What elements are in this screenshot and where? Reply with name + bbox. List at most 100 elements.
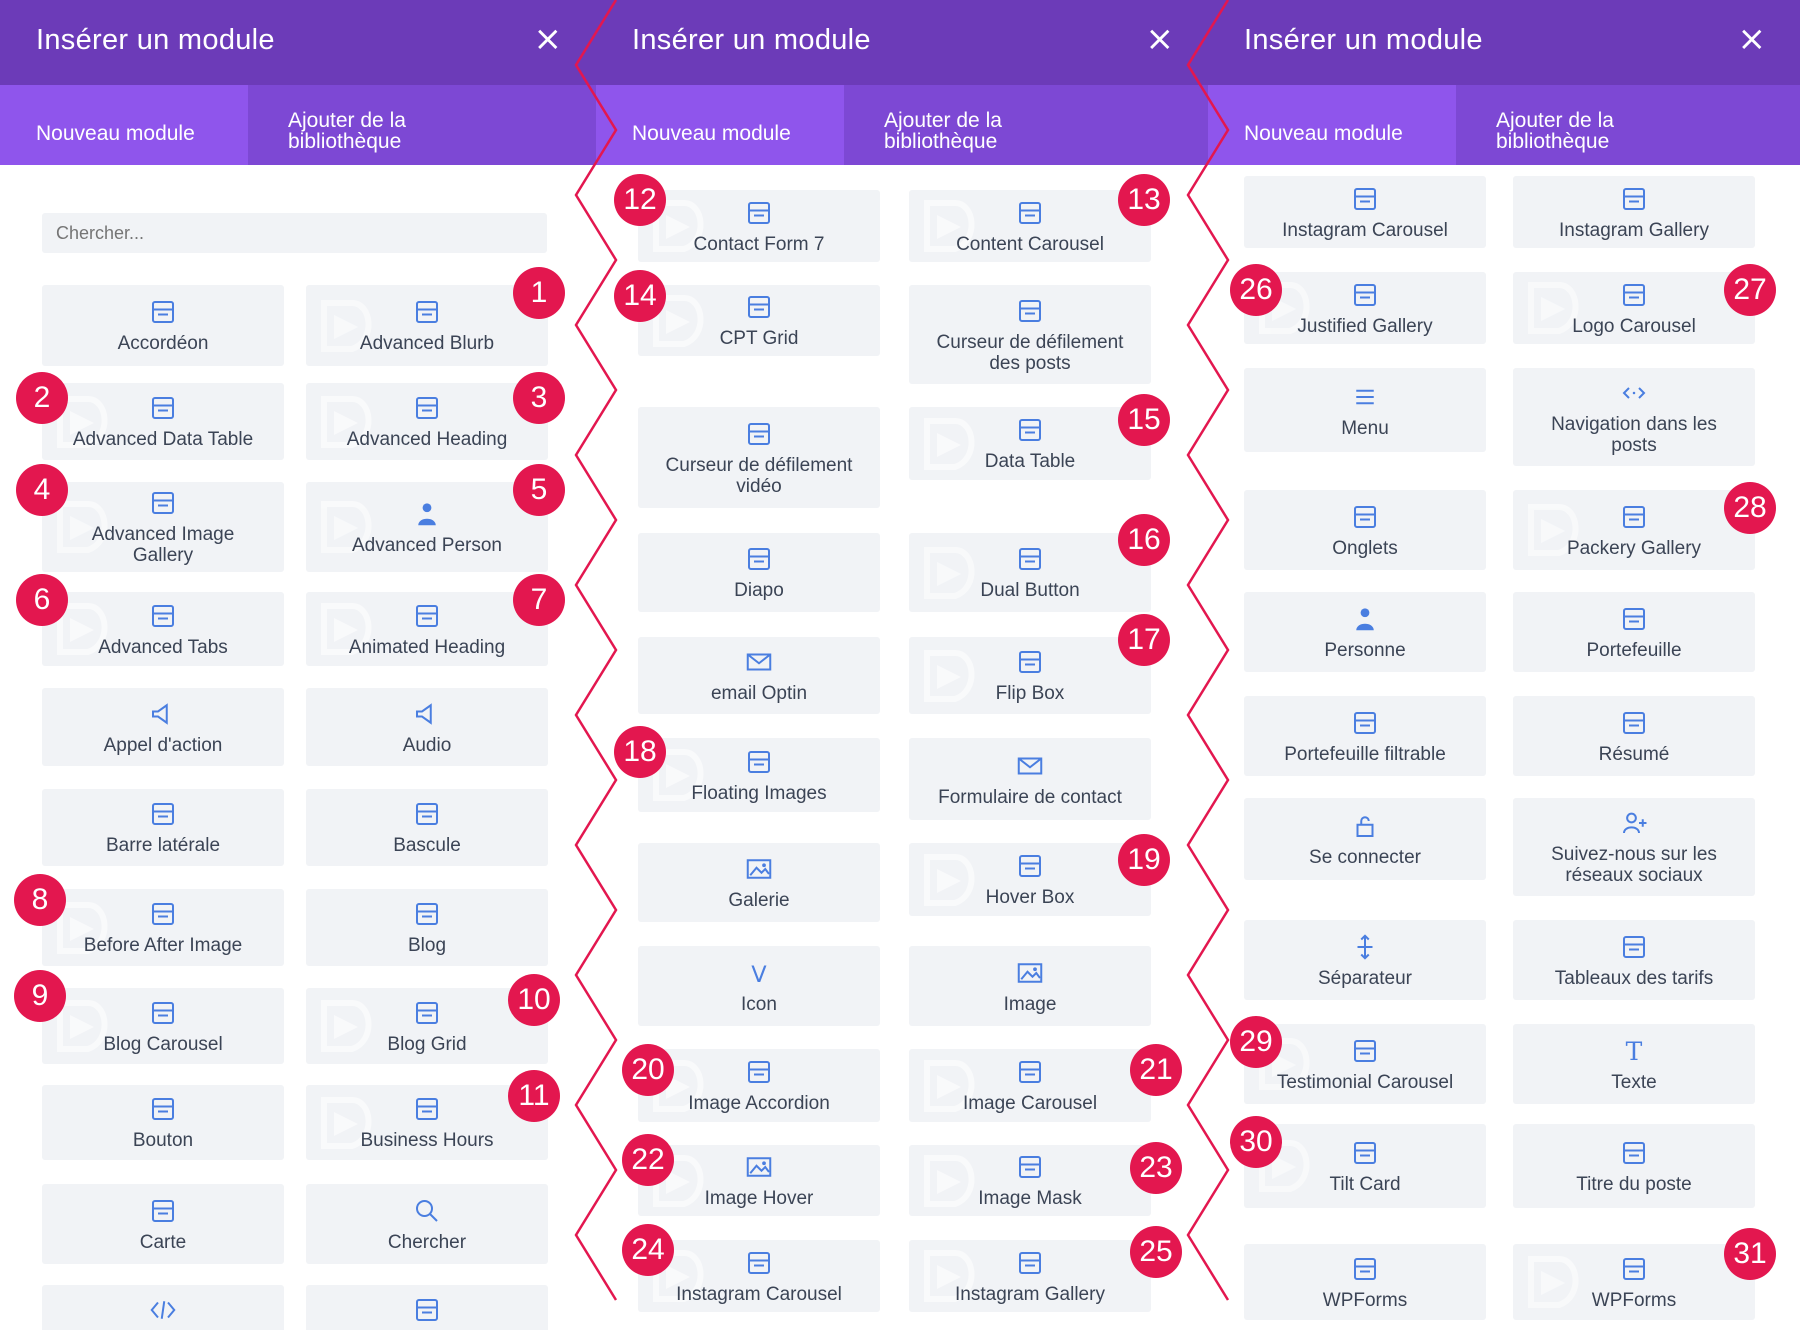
panel-header: Insérer un module × (0, 0, 596, 85)
tab-add-from-library[interactable]: Ajouter de la bibliothèque (288, 85, 478, 171)
module-tile[interactable]: Chercher (306, 1184, 548, 1264)
module-tile[interactable]: Barre latérale (42, 789, 284, 866)
module-tile[interactable]: Image Carousel (909, 1049, 1151, 1122)
module-tile[interactable]: Suivez-nous sur les réseaux sociaux (1513, 798, 1755, 896)
module-tile[interactable]: Business Hours (306, 1085, 548, 1160)
module-tile[interactable]: Image (909, 946, 1151, 1026)
close-icon[interactable]: × (533, 19, 563, 59)
search-input[interactable] (42, 213, 547, 253)
module-tile[interactable]: Advanced Heading (306, 383, 548, 460)
module-tile[interactable]: Logo Carousel (1513, 272, 1755, 344)
module-tile[interactable]: Data Table (909, 407, 1151, 480)
module-tile[interactable]: Audio (306, 688, 548, 766)
module-tile[interactable]: Bascule (306, 789, 548, 866)
close-icon[interactable]: × (1145, 19, 1175, 59)
module-tile[interactable]: Image Hover (638, 1145, 880, 1216)
module-tile[interactable]: Floating Images (638, 738, 880, 812)
tab-bar: Nouveau module Ajouter de la bibliothèque (1208, 85, 1800, 165)
module-tile[interactable]: Instagram Carousel (638, 1240, 880, 1312)
module-tile[interactable]: V Icon (638, 946, 880, 1026)
module-tile[interactable]: Instagram Gallery (909, 1240, 1151, 1312)
number-badge: 29 (1230, 1016, 1282, 1068)
module-tile[interactable]: Instagram Carousel (1244, 176, 1486, 248)
module-tile[interactable]: T Texte (1513, 1024, 1755, 1104)
module-tile[interactable]: Testimonial Carousel (1244, 1024, 1486, 1104)
tab-new-module[interactable]: Nouveau module (596, 85, 844, 165)
module-tile[interactable]: WPForms (1244, 1244, 1486, 1320)
module-tile[interactable]: Blog Grid (306, 988, 548, 1064)
module-tile[interactable]: Before After Image (42, 889, 284, 966)
module-tile[interactable]: CPT Grid (638, 285, 880, 356)
tab-add-from-library[interactable]: Ajouter de la bibliothèque (1496, 85, 1686, 171)
module-tile[interactable]: Titre du poste (1513, 1124, 1755, 1208)
module-tile[interactable]: Advanced Data Table (42, 383, 284, 460)
tab-add-from-library[interactable]: Ajouter de la bibliothèque (884, 85, 1074, 171)
module-tile[interactable]: Portefeuille filtrable (1244, 696, 1486, 776)
module-tile[interactable]: Contact Form 7 (638, 190, 880, 262)
tab-new-module[interactable]: Nouveau module (1208, 85, 1456, 165)
module-tile[interactable]: Bouton (42, 1085, 284, 1160)
module-tile[interactable]: Advanced Image Gallery (42, 482, 284, 572)
module-tile[interactable]: Accordéon (42, 285, 284, 366)
close-icon[interactable]: × (1737, 19, 1767, 59)
module-tile[interactable]: Menu (1244, 368, 1486, 452)
slider-icon (748, 548, 770, 570)
module-tile[interactable]: Carte (42, 1184, 284, 1264)
tab-new-module[interactable]: Nouveau module (0, 85, 248, 165)
module-tile[interactable]: Onglets (1244, 490, 1486, 570)
pricing-icon (1623, 935, 1645, 958)
module-tile[interactable]: Séparateur (1244, 920, 1486, 1000)
module-tile[interactable]: Image Mask (909, 1145, 1151, 1216)
module-tile[interactable]: Advanced Blurb (306, 285, 548, 366)
module-tile[interactable]: Curseur de défilement des posts (909, 285, 1151, 384)
module-label: Image (1003, 993, 1057, 1015)
module-label: Image Carousel (962, 1093, 1098, 1114)
module-tile[interactable]: Packery Gallery (1513, 490, 1755, 570)
module-tile[interactable]: Instagram Gallery (1513, 176, 1755, 248)
module-label: Appel d'action (103, 734, 223, 756)
module-tile[interactable]: Blog Carousel (42, 988, 284, 1064)
plugin-watermark-icon (1528, 504, 1579, 556)
module-tile[interactable]: Formulaire de contact (909, 738, 1151, 820)
module-tile[interactable]: WPForms (1513, 1244, 1755, 1320)
module-tile[interactable]: Blog (306, 889, 548, 966)
module-tile[interactable]: Dual Button (909, 533, 1151, 612)
module-tile[interactable]: Justified Gallery (1244, 272, 1486, 344)
module-tile[interactable]: Tableaux des tarifs (1513, 920, 1755, 1000)
number-badge: 9 (14, 970, 66, 1022)
module-tile[interactable]: Flip Box (909, 637, 1151, 714)
module-label: Advanced Person (352, 534, 502, 556)
module-tile[interactable]: email Optin (638, 637, 880, 714)
module-tile[interactable]: Résumé (1513, 696, 1755, 776)
floating-images-icon (748, 750, 770, 773)
module-label: Business Hours (360, 1130, 494, 1151)
module-tile[interactable] (42, 1285, 284, 1330)
module-tile[interactable]: Curseur de défilement vidéo (638, 407, 880, 508)
module-tile[interactable]: Content Carousel (909, 190, 1151, 262)
module-tile[interactable]: Hover Box (909, 843, 1151, 916)
filterable-portfolio-icon (1354, 711, 1376, 734)
social-follow-icon (1623, 812, 1647, 834)
module-tile[interactable]: Advanced Tabs (42, 592, 284, 666)
module-tile[interactable]: Advanced Person (306, 482, 548, 572)
tabs-icon (152, 604, 174, 627)
module-tile[interactable]: Animated Heading (306, 592, 548, 666)
module-tile[interactable]: Galerie (638, 843, 880, 922)
module-tile[interactable]: Image Accordion (638, 1049, 880, 1122)
module-label: Advanced Image Gallery (91, 524, 235, 566)
module-tile[interactable]: Tilt Card (1244, 1124, 1486, 1208)
number-badge: 15 (1118, 394, 1170, 446)
module-tile[interactable]: Navigation dans les posts (1513, 368, 1755, 466)
module-tile[interactable]: Personne (1244, 592, 1486, 672)
module-tile[interactable]: Portefeuille (1513, 592, 1755, 672)
module-tile[interactable] (306, 1285, 548, 1330)
svg-text:T: T (1626, 1036, 1643, 1065)
plugin-watermark-icon (57, 603, 108, 655)
module-label: Before After Image (83, 935, 243, 956)
module-tile[interactable]: Se connecter (1244, 798, 1486, 880)
module-tile[interactable]: Appel d'action (42, 688, 284, 766)
module-tile[interactable]: Diapo (638, 533, 880, 612)
image-accordion-icon (748, 1061, 770, 1083)
module-label: Contact Form 7 (693, 233, 825, 255)
plugin-watermark-icon (1259, 1038, 1310, 1090)
